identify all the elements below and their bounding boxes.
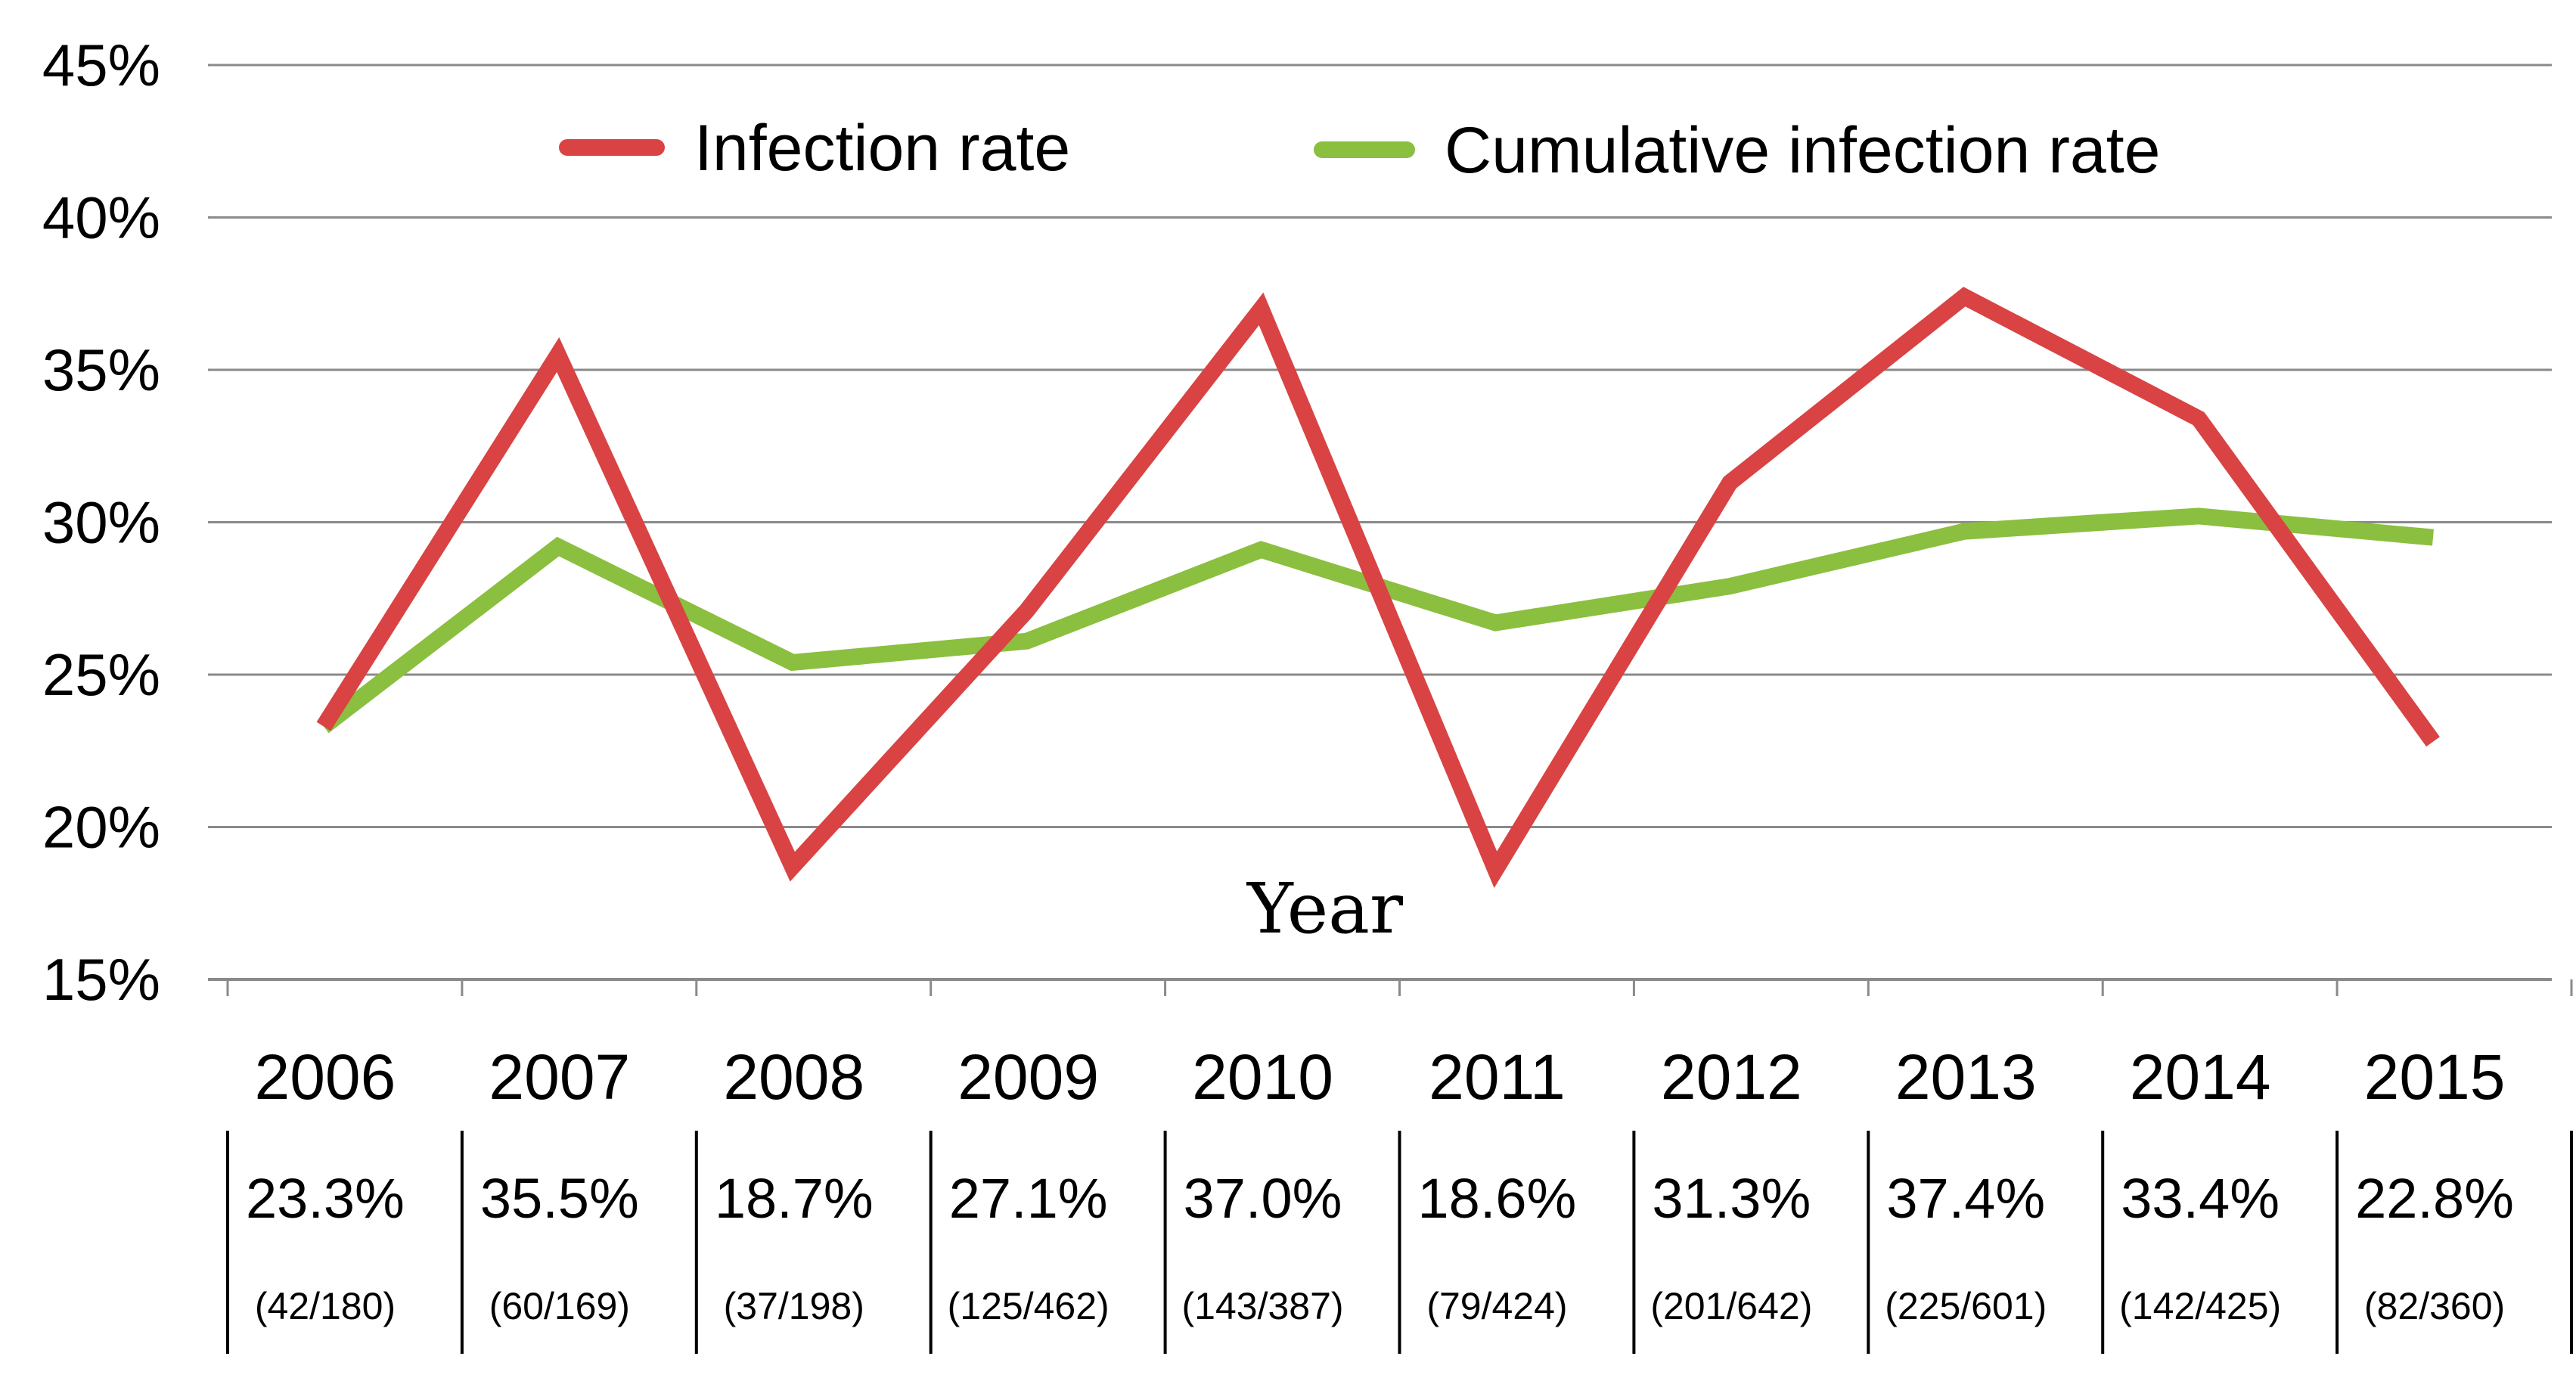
table-count: (42/180)	[255, 1285, 396, 1327]
table-count: (125/462)	[948, 1285, 1110, 1327]
x-tick-label: 2010	[1192, 1041, 1333, 1113]
x-tick-label: 2013	[1895, 1041, 2037, 1113]
y-tick-label: 45%	[42, 32, 160, 98]
table-rate: 33.4%	[2121, 1167, 2280, 1230]
data-table: 2006 23.3% (42/180) 2007 35.5% (60/169) 2008 18…	[226, 1041, 2573, 1354]
table-rate: 27.1%	[949, 1167, 1108, 1230]
table-rate: 31.3%	[1652, 1167, 1811, 1230]
x-axis	[226, 979, 2573, 996]
table-count: (201/642)	[1650, 1285, 1812, 1327]
table-count: (143/387)	[1182, 1285, 1344, 1327]
table-count: (142/425)	[2119, 1285, 2281, 1327]
x-axis-title: Year	[1246, 868, 1403, 949]
x-tick-label: 2014	[2130, 1041, 2271, 1113]
x-tick-label: 2007	[489, 1041, 630, 1113]
y-tick-label: 20%	[42, 794, 160, 861]
x-tick-label: 2012	[1661, 1041, 1802, 1113]
table-rate: 37.0%	[1184, 1167, 1342, 1230]
x-tick-label: 2015	[2364, 1041, 2506, 1113]
y-tick-label: 40%	[42, 185, 160, 251]
x-tick-label: 2006	[255, 1041, 396, 1113]
table-rate: 18.7%	[715, 1167, 874, 1230]
table-rate: 23.3%	[246, 1167, 405, 1230]
table-count: (79/424)	[1426, 1285, 1567, 1327]
x-tick-label: 2009	[957, 1041, 1099, 1113]
grid-lines	[208, 64, 2552, 981]
table-count: (60/169)	[489, 1285, 630, 1327]
x-tick-label: 2008	[723, 1041, 864, 1113]
x-tick-label: 2011	[1429, 1041, 1566, 1113]
legend: Infection rate Cumulative infection rate	[559, 112, 2160, 187]
series-line-infection-rate	[316, 287, 2440, 889]
table-rate: 35.5%	[480, 1167, 639, 1230]
data-series	[316, 287, 2440, 889]
table-count: (225/601)	[1885, 1285, 2047, 1327]
table-rate: 22.8%	[2355, 1167, 2514, 1230]
y-tick-label: 25%	[42, 641, 160, 708]
table-count: (37/198)	[724, 1285, 864, 1327]
legend-label: Infection rate	[694, 112, 1070, 185]
y-tick-label: 30%	[42, 489, 160, 556]
y-tick-label: 35%	[42, 337, 160, 403]
y-tick-label: 15%	[42, 946, 160, 1013]
table-rate: 18.6%	[1418, 1167, 1577, 1230]
y-axis-tick-labels: 15% 20% 25% 30% 35% 40% 45%	[42, 32, 160, 1013]
table-count: (82/360)	[2364, 1285, 2505, 1327]
table-rate: 37.4%	[1886, 1167, 2045, 1230]
legend-label: Cumulative infection rate	[1445, 114, 2160, 187]
